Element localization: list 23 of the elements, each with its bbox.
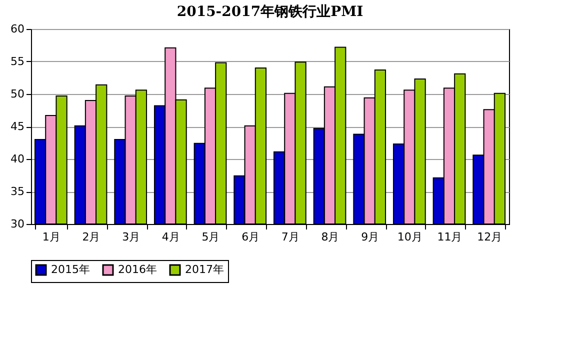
x-tick-label: 5月 <box>202 230 220 244</box>
x-tick-label: 7月 <box>281 230 300 244</box>
legend-label: 2017年 <box>185 263 224 276</box>
x-tick-label: 3月 <box>122 230 140 244</box>
x-tick-label: 8月 <box>321 230 340 244</box>
x-tick-label: 12月 <box>477 230 502 244</box>
x-tick-label: 9月 <box>361 230 380 244</box>
chart-title: 2015-2017年钢铁行业PMI <box>176 4 364 20</box>
x-tick-label: 2月 <box>82 230 100 244</box>
y-tick-label: 30 <box>10 218 24 230</box>
legend-label: 2016年 <box>118 263 157 276</box>
y-tick-label: 45 <box>10 120 24 133</box>
y-tick-label: 50 <box>10 88 24 100</box>
x-tick-label: 6月 <box>242 230 260 244</box>
y-tick-label: 55 <box>10 55 24 68</box>
x-tick-label: 4月 <box>162 230 180 244</box>
x-tick-label: 10月 <box>397 230 422 244</box>
legend-label: 2015年 <box>51 263 90 276</box>
y-tick-label: 40 <box>10 152 24 166</box>
x-tick-label: 11月 <box>437 230 462 244</box>
y-tick-label: 35 <box>10 185 24 198</box>
y-tick-label: 60 <box>10 22 24 36</box>
x-tick-label: 1月 <box>42 230 60 244</box>
